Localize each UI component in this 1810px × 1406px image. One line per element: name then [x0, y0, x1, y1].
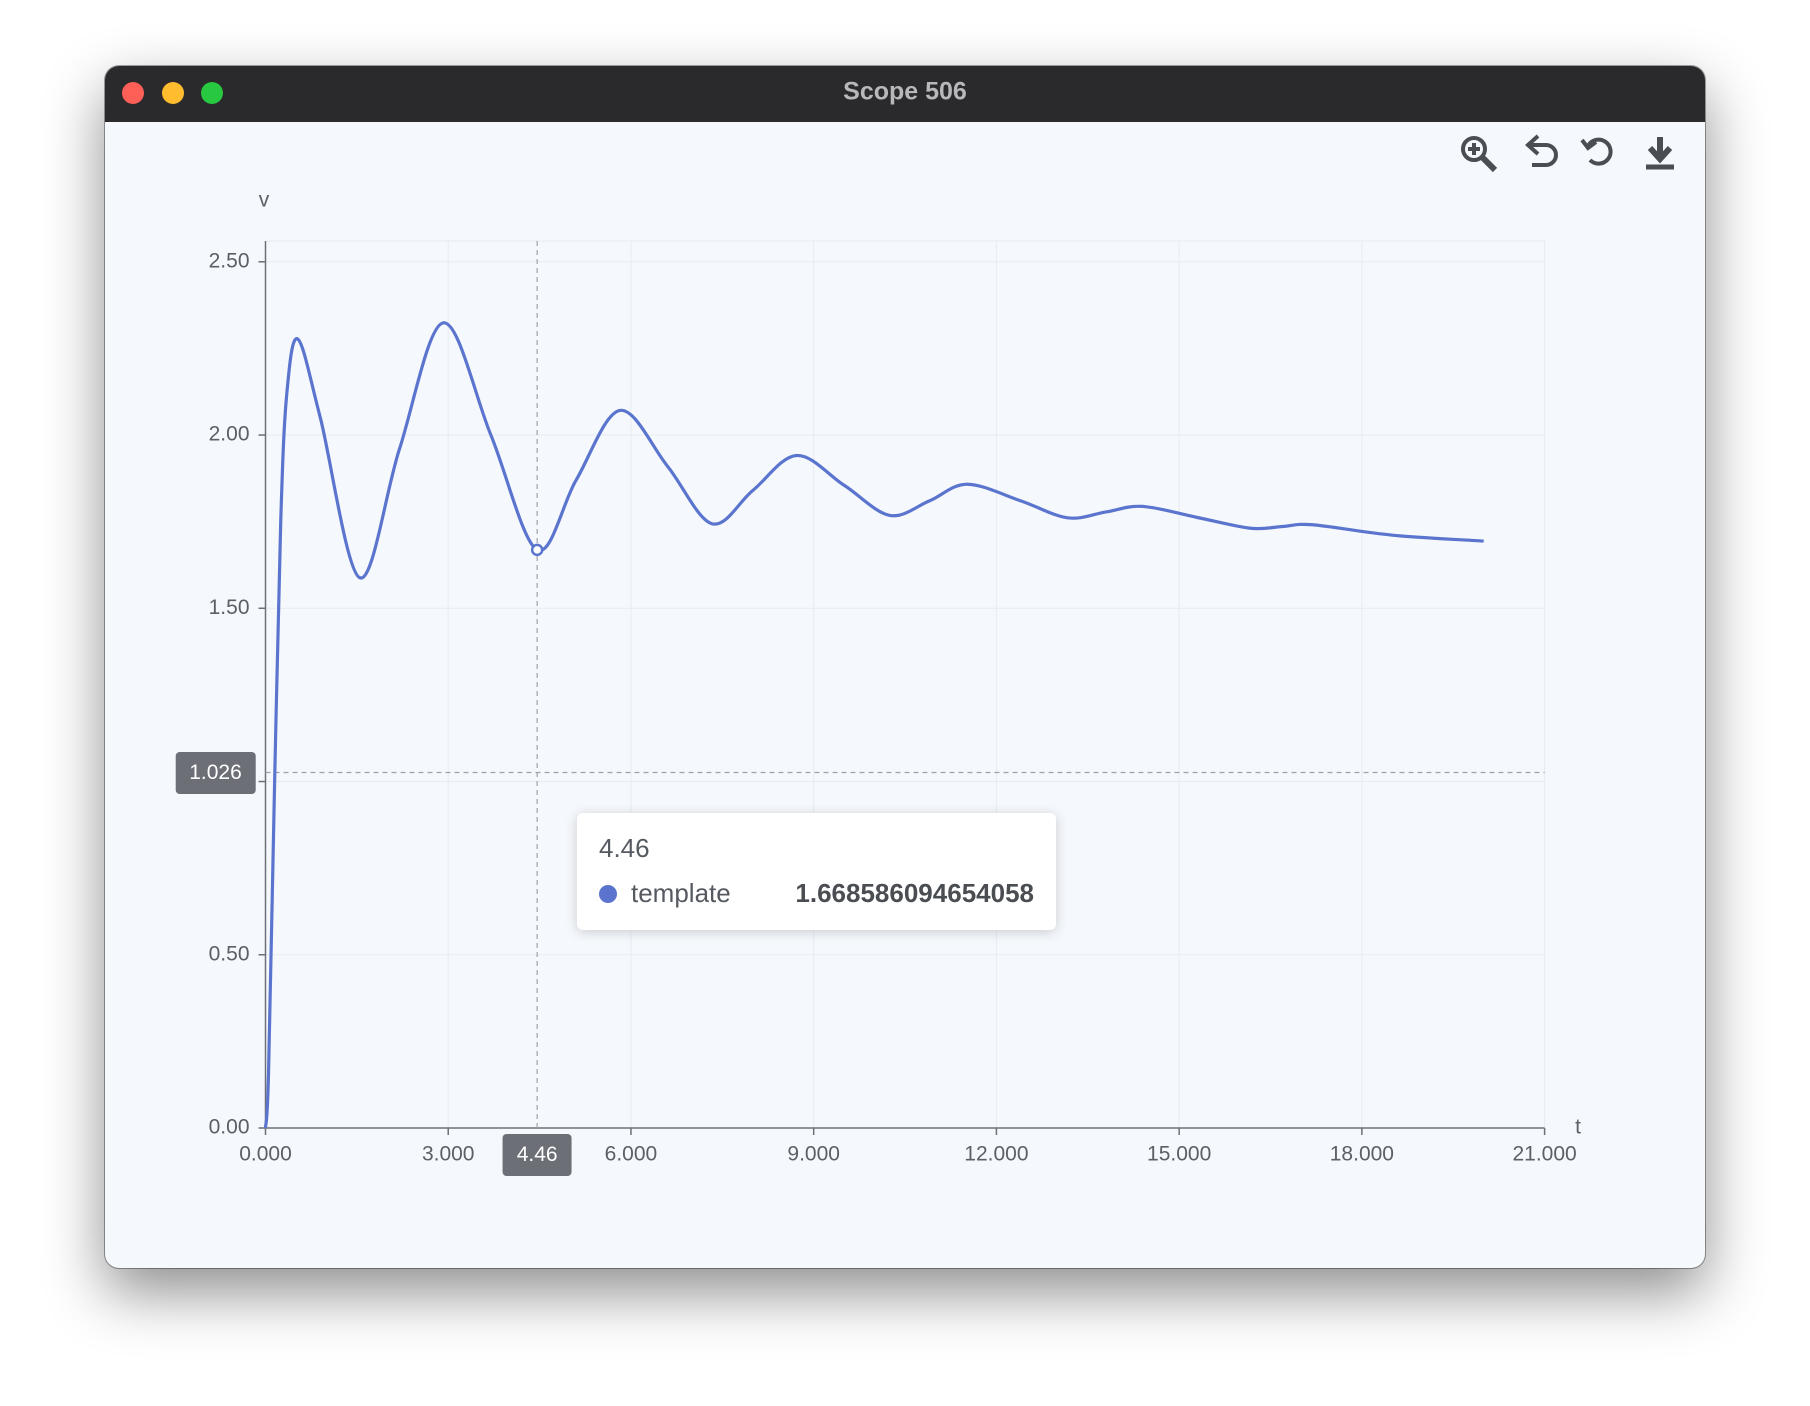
toolbar [1461, 134, 1674, 173]
tooltip-marker [599, 884, 617, 903]
y-tick-label: 2.00 [209, 423, 250, 446]
hover-point [530, 543, 544, 557]
minimize-button[interactable] [162, 82, 184, 104]
y-tick-label: 2.50 [209, 249, 250, 272]
y-tick-label: 0.00 [209, 1116, 250, 1139]
tooltip-value: 1.668586094654058 [795, 878, 1034, 908]
series-line [263, 321, 1484, 1129]
x-tick-label: 18.000 [1330, 1143, 1394, 1166]
x-tick-label: 3.000 [422, 1143, 475, 1166]
download-tool[interactable] [1646, 137, 1674, 170]
axis-pointer-x-label: 4.46 [502, 1134, 572, 1176]
zoom-tool[interactable] [1461, 136, 1498, 173]
tooltip-series-name: template [631, 878, 731, 908]
x-tick-label: 15.000 [1147, 1143, 1211, 1166]
window [105, 66, 1705, 1268]
y-tick-label: 0.50 [209, 942, 250, 965]
axis-pointer-y-label: 1.026 [175, 751, 256, 794]
tooltip: 4.46 template 1.668586094654058 [577, 813, 1056, 930]
x-tick-label: 9.000 [787, 1143, 840, 1166]
close-button[interactable] [122, 82, 144, 104]
title-bar [105, 66, 1705, 122]
y-axis-name: v [259, 189, 270, 212]
x-tick-label: 21.000 [1512, 1143, 1576, 1166]
y-tick-label: 1.50 [209, 596, 250, 619]
x-tick-label: 12.000 [964, 1143, 1028, 1166]
window-title: Scope 506 [843, 78, 967, 106]
zoom-button[interactable] [201, 82, 223, 104]
x-tick-label: 0.000 [239, 1143, 292, 1166]
x-axis-name: t [1575, 1116, 1581, 1139]
restore-tool[interactable] [1580, 137, 1613, 166]
tooltip-row: template 1.668586094654058 [599, 878, 1034, 909]
x-tick-label: 6.000 [605, 1143, 658, 1166]
tooltip-header: 4.46 [599, 833, 650, 863]
undo-tool[interactable] [1525, 134, 1558, 167]
